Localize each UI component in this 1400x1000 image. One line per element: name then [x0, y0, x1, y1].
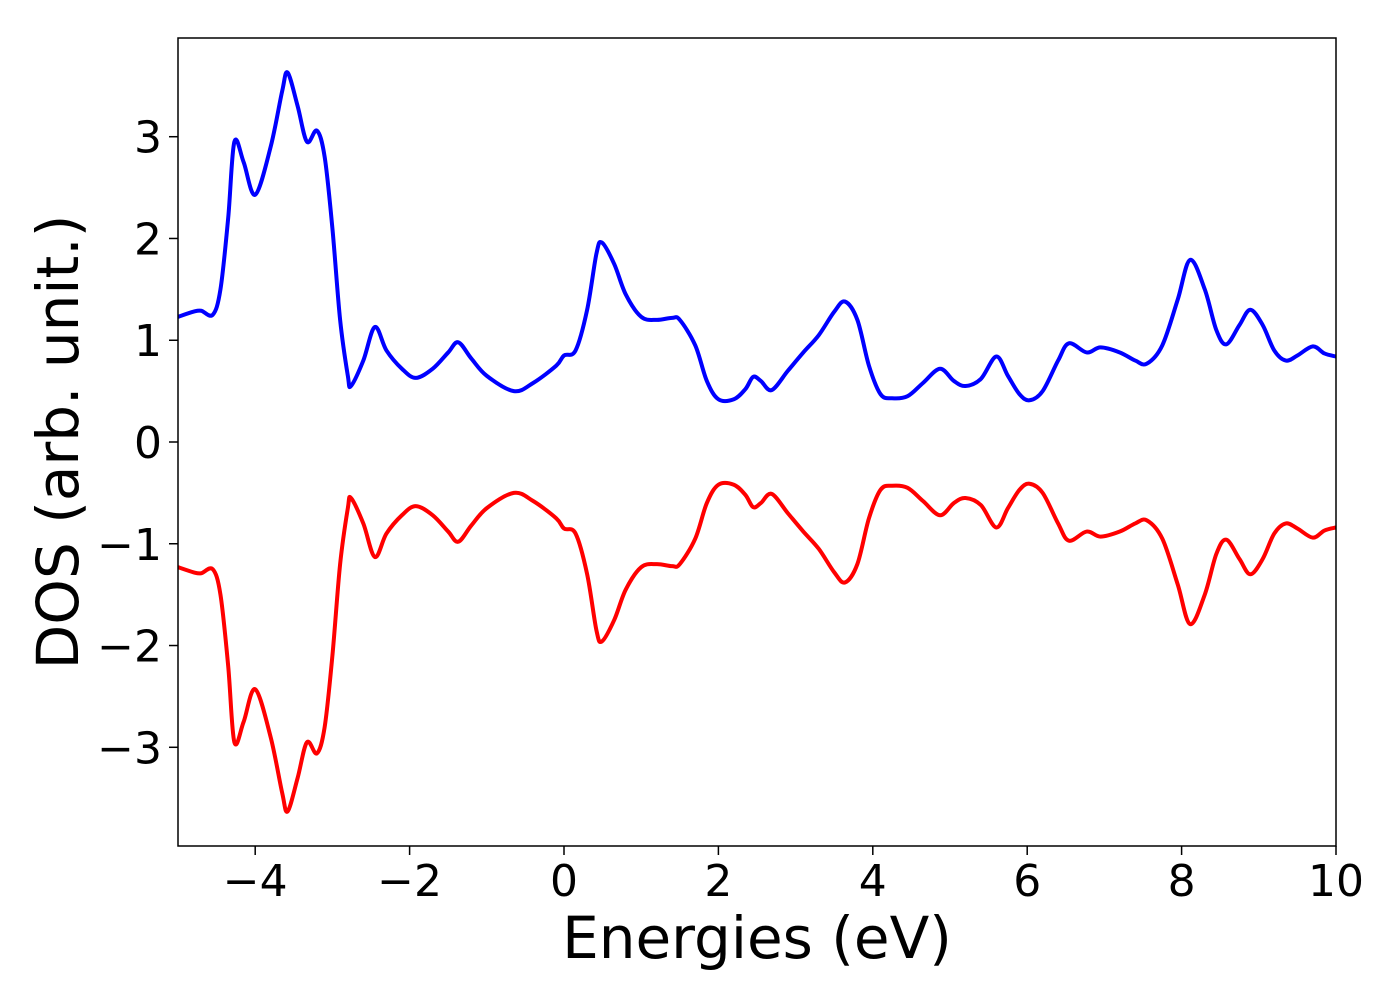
y-tick-label: 3: [134, 113, 162, 164]
y-tick-label: 1: [134, 316, 162, 367]
plot-frame: [177, 37, 1337, 847]
x-tick-label: 0: [550, 856, 578, 907]
x-axis-label: Energies (eV): [562, 904, 952, 972]
x-tick-label: 4: [859, 856, 887, 907]
y-tick-label: 2: [134, 214, 162, 265]
y-tick-label: −1: [97, 520, 162, 571]
x-tick-label: −2: [377, 856, 442, 907]
y-tick-label: 0: [134, 418, 162, 469]
x-tick-label: 8: [1168, 856, 1196, 907]
x-tick-label: 6: [1013, 856, 1041, 907]
line: [178, 480, 1336, 814]
y-axis-label: DOS (arb. unit.): [24, 215, 92, 670]
x-tick-label: −4: [223, 856, 288, 907]
x-tick-label: 10: [1308, 856, 1364, 907]
y-tick-label: −3: [97, 723, 162, 774]
line: [178, 70, 1336, 404]
x-tick-label: 2: [704, 856, 732, 907]
y-tick-label: −2: [97, 622, 162, 673]
